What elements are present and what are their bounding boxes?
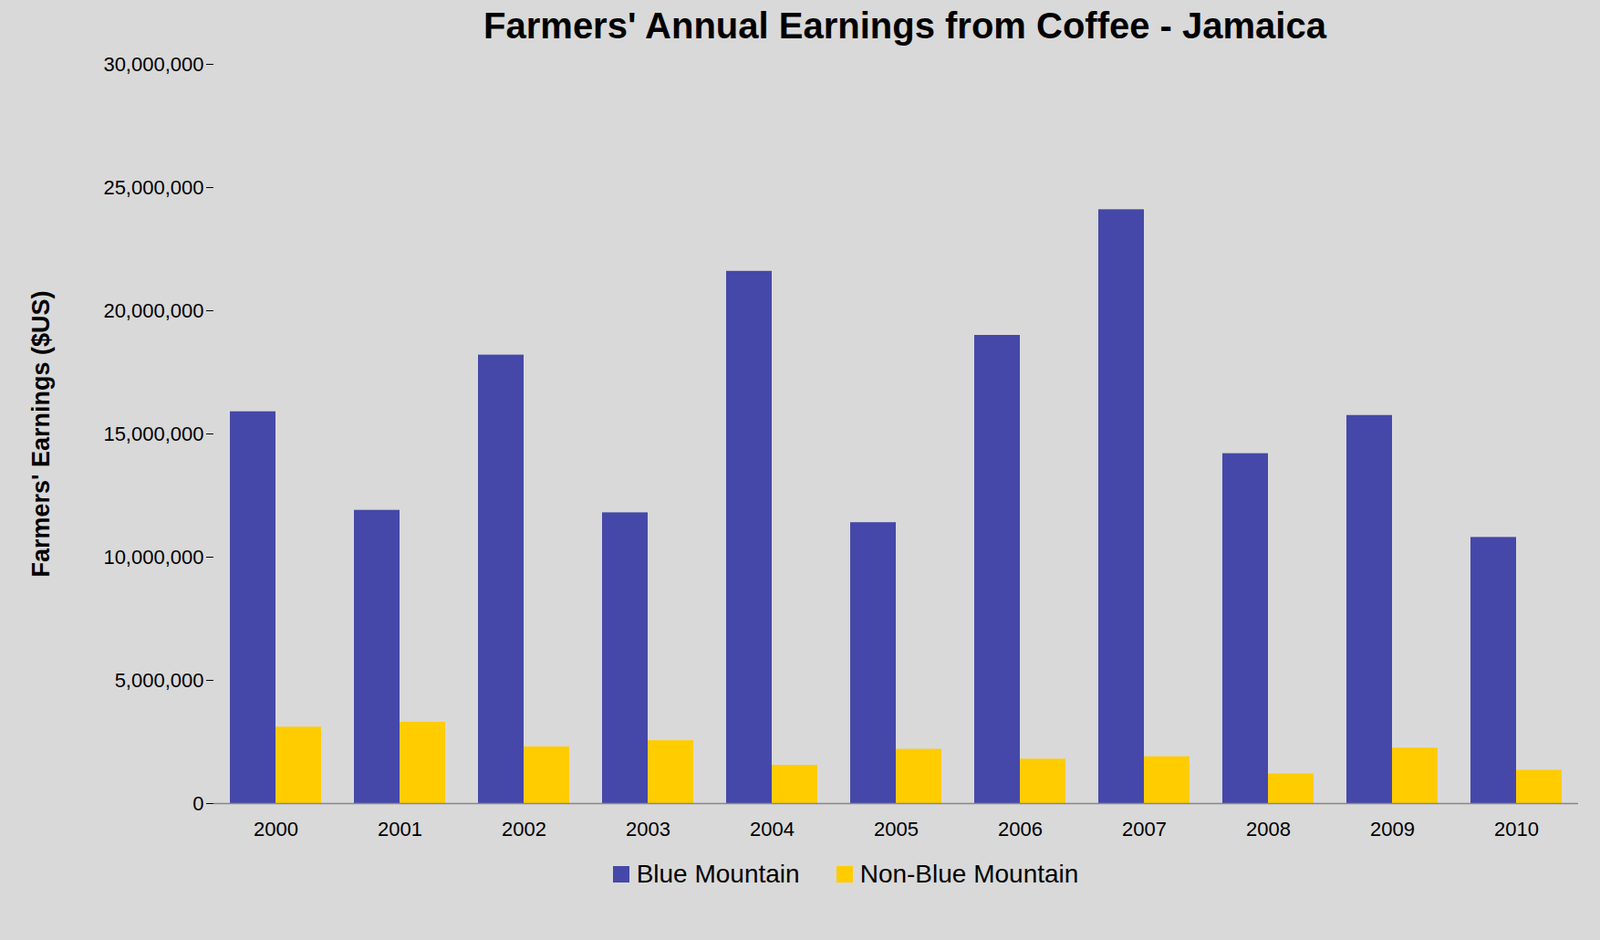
svg-text:5,000,000: 5,000,000: [114, 668, 205, 692]
svg-text:0: 0: [192, 791, 204, 815]
svg-text:25,000,000: 25,000,000: [103, 176, 204, 199]
svg-text:2004: 2004: [749, 817, 795, 841]
svg-text:20,000,000: 20,000,000: [103, 299, 204, 323]
svg-text:15,000,000: 15,000,000: [103, 422, 204, 446]
svg-text:2010: 2010: [1494, 817, 1539, 841]
svg-text:2003: 2003: [625, 817, 671, 841]
svg-text:2000: 2000: [253, 817, 299, 841]
svg-text:Farmers' Earnings ($US): Farmers' Earnings ($US): [27, 290, 55, 577]
html-text:Non-Blue Mountain: Non-Blue Mountain: [859, 859, 1079, 888]
svg-text:2007: 2007: [1122, 817, 1167, 841]
svg-text:2002: 2002: [501, 817, 547, 841]
svg-text:2005: 2005: [873, 817, 919, 841]
svg-text:2006: 2006: [997, 817, 1043, 841]
html-text:Farmers' Annual Earnings from: Farmers' Annual Earnings from Coffee - J…: [483, 5, 1327, 46]
svg-text:2009: 2009: [1370, 817, 1415, 841]
html-text:Blue Mountain: Blue Mountain: [636, 859, 800, 888]
svg-text:2001: 2001: [377, 817, 423, 841]
svg-text:10,000,000: 10,000,000: [103, 545, 204, 569]
svg-text:2008: 2008: [1246, 817, 1291, 841]
svg-text:30,000,000: 30,000,000: [103, 52, 204, 76]
